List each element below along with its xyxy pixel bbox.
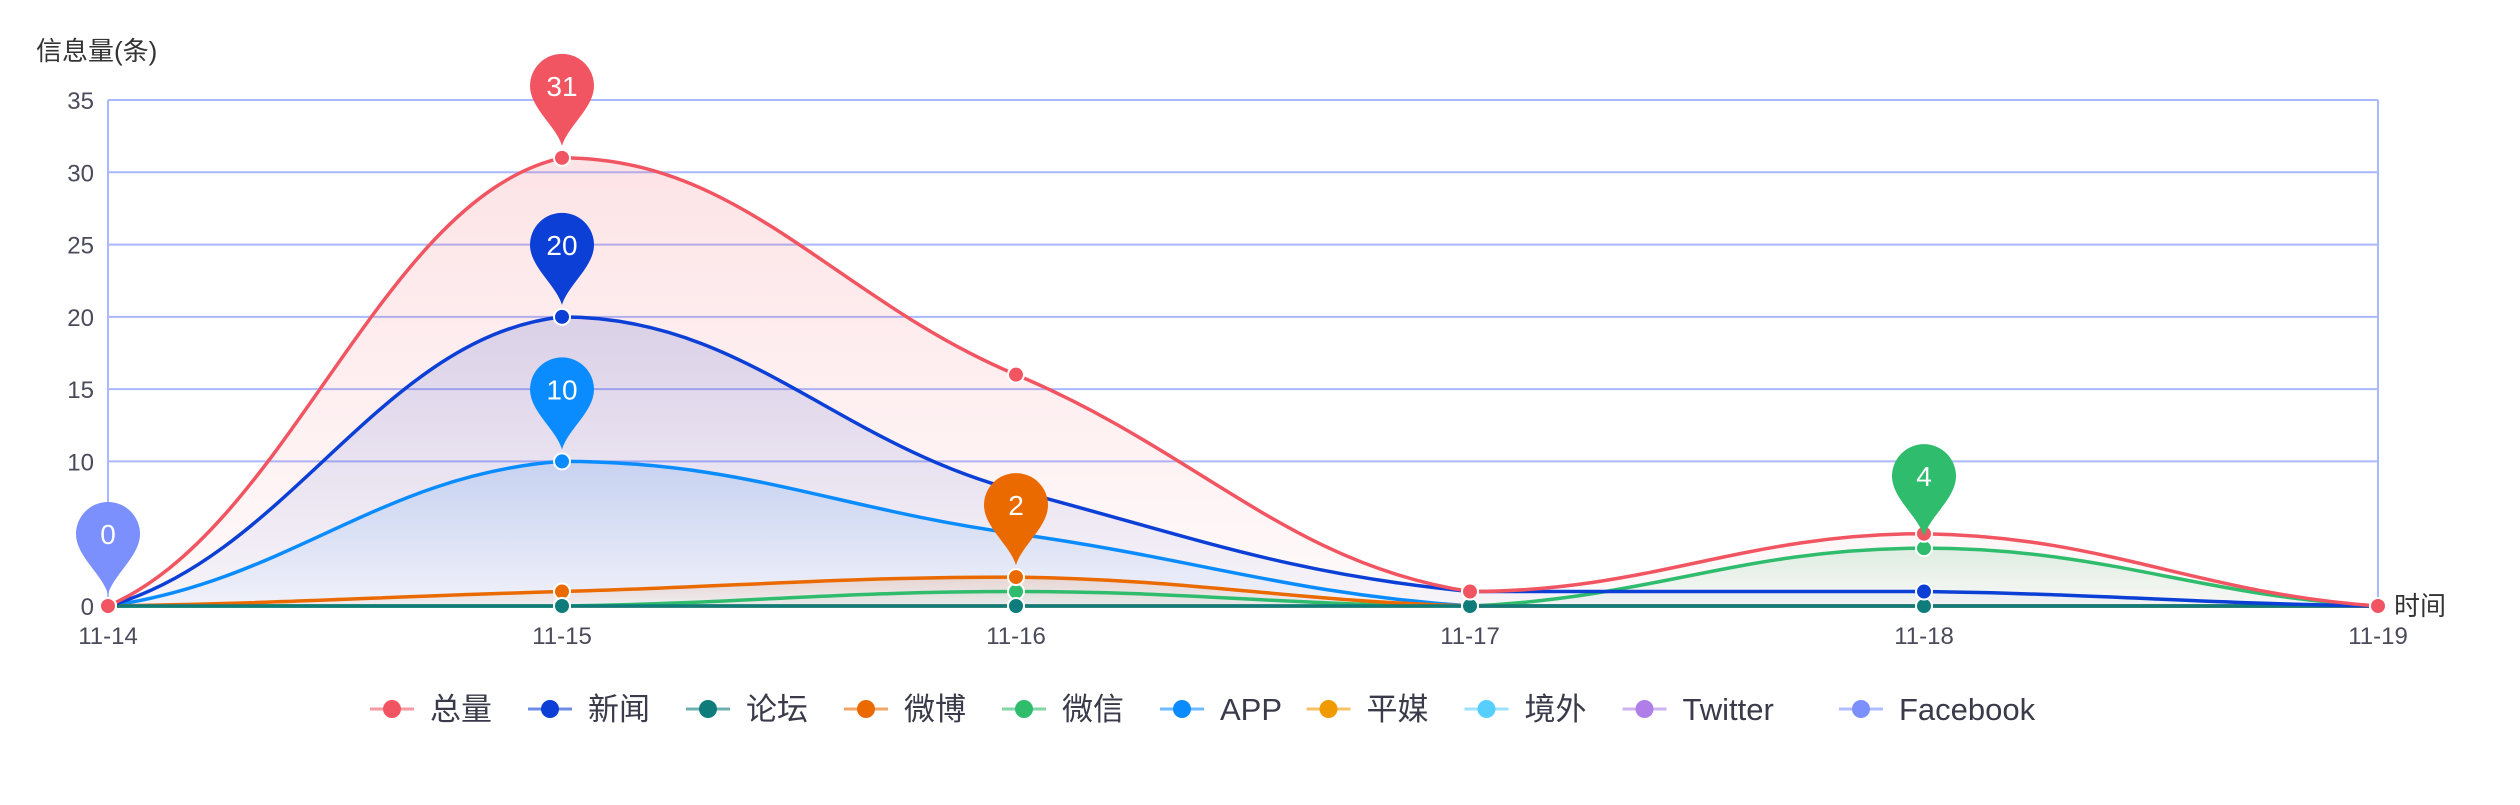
legend-dot <box>541 700 559 718</box>
pin-微博: 2 <box>984 473 1048 566</box>
data-point-总量 <box>1461 582 1479 601</box>
series-points <box>99 148 2387 615</box>
legend-item-论坛: 论坛 <box>686 692 808 727</box>
x-tick-label: 11-14 <box>78 623 138 650</box>
x-tick-label: 11-19 <box>2348 623 2408 650</box>
y-tick-label: 20 <box>67 305 94 332</box>
legend-dot <box>857 700 875 718</box>
pin-新闻: 20 <box>530 212 594 305</box>
pin-Facebook: 0 <box>76 502 140 594</box>
data-point-新闻 <box>553 307 571 326</box>
legend-item-APP: APP <box>1160 692 1282 727</box>
series-lines <box>107 156 2379 608</box>
x-tick-label: 11-17 <box>1440 623 1500 650</box>
data-point-论坛 <box>553 597 571 615</box>
pin-label: 20 <box>546 230 577 261</box>
y-tick-label: 15 <box>67 377 94 404</box>
pin-marker <box>76 502 140 594</box>
line-新闻 <box>107 315 2379 608</box>
x-tick-label: 11-18 <box>1894 623 1954 650</box>
legend-dot <box>1635 700 1654 718</box>
legend-dot <box>1319 700 1338 718</box>
legend-label: 境外 <box>1525 692 1587 727</box>
legend-label: 平媒 <box>1367 692 1429 727</box>
pin-label: 4 <box>1916 461 1932 492</box>
y-tick-label: 0 <box>81 594 94 621</box>
pin-总量: 31 <box>530 53 594 146</box>
y-tick-label: 30 <box>67 160 94 187</box>
pin-label: 0 <box>100 519 116 550</box>
pin-微信: 4 <box>1892 444 1956 537</box>
x-tick-label: 11-16 <box>986 623 1046 650</box>
x-tick-label: 11-15 <box>532 623 592 650</box>
pin-label: 2 <box>1008 490 1024 521</box>
legend: 总量 新闻 论坛 微博 微信 APP 平媒 境外 Twitter Facebook <box>370 692 2036 727</box>
y-tick-label: 10 <box>67 449 94 476</box>
y-tick-label: 35 <box>67 88 94 115</box>
legend-item-新闻: 新闻 <box>528 692 650 727</box>
data-point-新闻 <box>1915 582 1933 601</box>
legend-item-Twitter: Twitter <box>1622 692 1774 727</box>
legend-label: Twitter <box>1683 692 1774 727</box>
data-point-总量 <box>2369 597 2387 615</box>
pin-marker <box>984 473 1048 566</box>
legend-dot <box>699 700 717 718</box>
max-value-pins: 31 20 2 4 10 0 <box>76 53 1956 594</box>
legend-item-境外: 境外 <box>1464 692 1587 727</box>
pin-label: 31 <box>546 71 577 102</box>
legend-label: 新闻 <box>588 692 650 727</box>
legend-dot <box>1173 700 1191 718</box>
legend-item-Facebook: Facebook <box>1839 692 2036 727</box>
data-point-论坛 <box>1007 597 1025 615</box>
pin-marker <box>1892 444 1956 537</box>
data-point-总量 <box>99 597 117 615</box>
data-point-总量 <box>1007 365 1025 384</box>
legend-item-平媒: 平媒 <box>1306 692 1429 727</box>
legend-item-总量: 总量 <box>370 692 492 727</box>
legend-dot <box>383 700 401 718</box>
y-axis-title: 信息量(条) <box>36 36 157 66</box>
pin-marker <box>530 212 594 305</box>
data-point-微博 <box>1007 568 1025 587</box>
area-总量 <box>108 157 2378 607</box>
pin-label: 10 <box>546 374 577 405</box>
legend-dot <box>1852 700 1870 718</box>
pin-marker <box>530 53 594 146</box>
legend-label: 总量 <box>430 692 492 727</box>
legend-item-微信: 微信 <box>1002 692 1124 727</box>
x-axis-title: 时间 <box>2394 591 2446 621</box>
legend-label: APP <box>1220 692 1282 727</box>
y-tick-label: 25 <box>67 233 94 260</box>
pin-marker <box>530 357 594 450</box>
legend-item-微博: 微博 <box>844 692 966 727</box>
legend-label: 微博 <box>904 692 966 727</box>
data-point-总量 <box>553 148 571 167</box>
legend-dot <box>1477 700 1496 718</box>
legend-label: 论坛 <box>746 692 808 727</box>
legend-label: Facebook <box>1899 692 2036 727</box>
pin-APP: 10 <box>530 357 594 450</box>
data-point-APP <box>553 452 571 471</box>
legend-dot <box>1015 700 1033 718</box>
legend-label: 微信 <box>1062 692 1124 727</box>
line-总量 <box>107 156 2379 608</box>
